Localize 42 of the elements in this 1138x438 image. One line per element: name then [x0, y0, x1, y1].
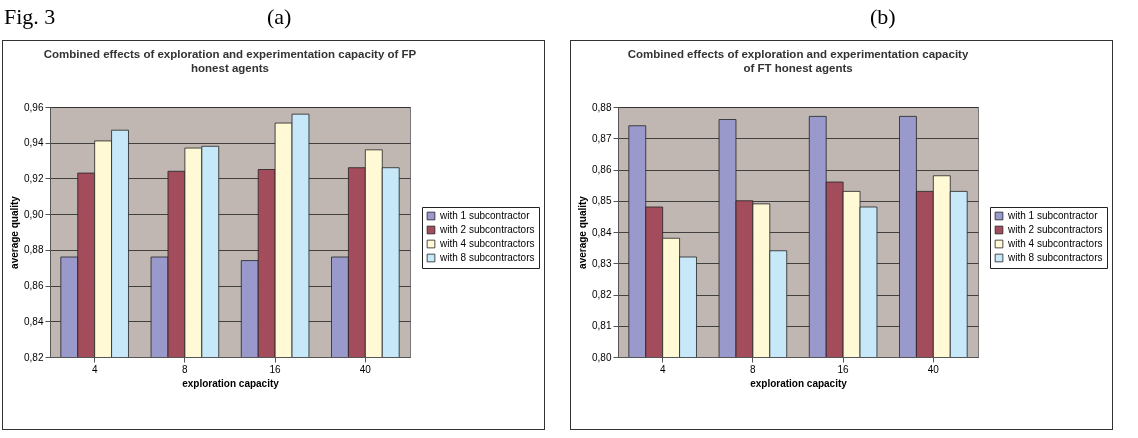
chart-title: Combined effects of exploration and experimentation capacity of FP honest agents: [43, 48, 417, 74]
y-tick-label: 0,94: [24, 137, 44, 149]
chart-title: Combined effects of exploration and experimentation capacity of FT honest agents: [627, 48, 969, 74]
y-tick-label: 0,92: [24, 172, 44, 184]
caption: Fig. 3: [4, 4, 56, 30]
x-axis-title: exploration capacity: [750, 377, 848, 389]
y-tick-label: 0,80: [592, 351, 612, 363]
legend-label: with 4 subcontractors: [439, 238, 535, 249]
x-axis-title: exploration capacity: [182, 377, 280, 389]
y-tick-label: 0,82: [24, 351, 44, 363]
y-axis-title: average quality: [577, 195, 589, 269]
y-tick-label: 0,90: [24, 208, 44, 220]
legend-label: with 2 subcontractors: [439, 224, 535, 235]
x-tick-label: 4: [91, 363, 98, 375]
text: (a): [267, 4, 292, 30]
y-tick-label: 0,83: [592, 257, 612, 269]
legend-label: with 8 subcontractors: [1007, 252, 1103, 263]
legend-label: with 1 subcontractor: [439, 210, 531, 221]
y-axis-title: average quality: [9, 195, 21, 269]
y-tick-label: 0,88: [24, 244, 44, 256]
y-tick-label: 0,86: [24, 280, 44, 292]
x-tick-label: 8: [182, 363, 189, 375]
y-tick-label: 0,87: [592, 132, 612, 144]
x-tick-label: 8: [750, 363, 757, 375]
legend-label: with 4 subcontractors: [1007, 238, 1103, 249]
y-tick-label: 0,88: [592, 101, 612, 113]
legend-label: with 1 subcontractor: [1007, 210, 1099, 221]
y-tick-label: 0,84: [24, 315, 44, 327]
y-tick-label: 0,81: [592, 320, 612, 332]
x-tick-label: 40: [359, 363, 372, 375]
y-tick-label: 0,84: [592, 226, 612, 238]
x-tick-label: 4: [659, 363, 666, 375]
x-tick-label: 16: [269, 363, 282, 375]
text: (b): [870, 4, 896, 30]
x-tick-label: 16: [837, 363, 850, 375]
legend-label: with 2 subcontractors: [1007, 224, 1103, 235]
legend-label: with 8 subcontractors: [439, 252, 535, 263]
y-tick-label: 0,96: [24, 101, 44, 113]
y-tick-label: 0,82: [592, 289, 612, 300]
x-tick-label: 40: [927, 363, 940, 375]
y-tick-label: 0,86: [592, 164, 612, 175]
y-tick-label: 0,85: [592, 195, 612, 207]
